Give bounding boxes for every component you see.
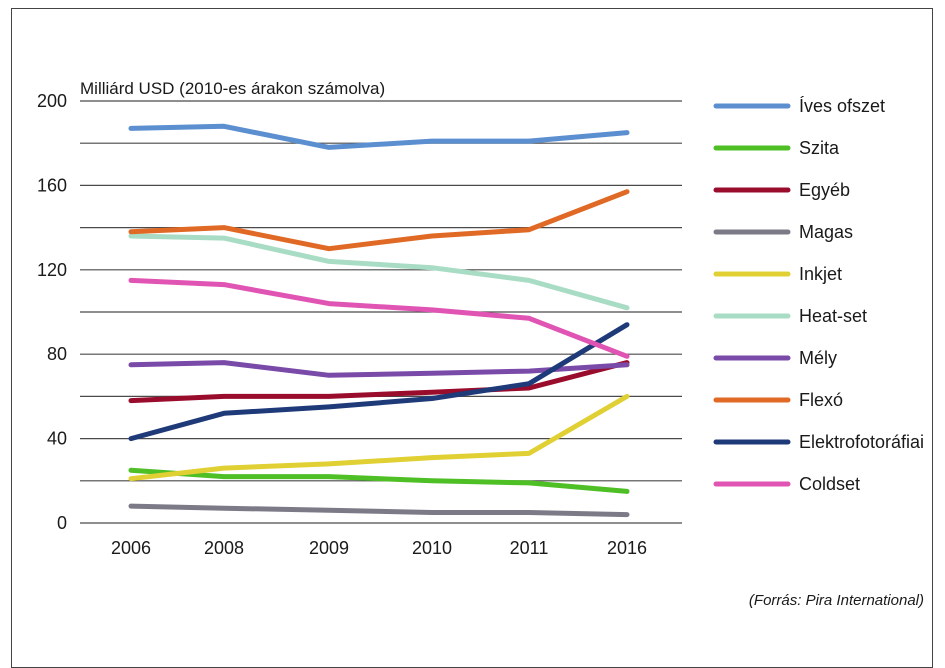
x-tick-label: 2009 bbox=[309, 538, 349, 558]
series-line-3 bbox=[128, 503, 630, 518]
x-tick-label: 2011 bbox=[510, 538, 549, 558]
y-tick-label: 40 bbox=[47, 429, 67, 449]
y-tick-label: 160 bbox=[37, 175, 67, 195]
legend-label: Szita bbox=[799, 138, 840, 158]
y-axis-label: Milliárd USD (2010-es árakon számolva) bbox=[80, 79, 385, 98]
y-tick-label: 200 bbox=[37, 91, 67, 111]
x-axis-ticks: 2006 2008 2009 2010 2011 2016 bbox=[111, 538, 647, 558]
legend-label: Flexó bbox=[799, 390, 843, 410]
x-tick-label: 2006 bbox=[111, 538, 151, 558]
source-note: (Forrás: Pira International) bbox=[749, 592, 924, 609]
series-line-0 bbox=[128, 123, 630, 150]
line-chart: Milliárd USD (2010-es árakon számolva) 0… bbox=[37, 79, 924, 609]
legend-label: Magas bbox=[799, 222, 853, 242]
legend-label: Egyéb bbox=[799, 180, 850, 200]
y-axis-ticks: 0 40 80 120 160 200 bbox=[37, 91, 67, 533]
series-line-6 bbox=[128, 360, 630, 378]
series-line-2 bbox=[128, 360, 630, 404]
series-line-9 bbox=[128, 277, 630, 359]
series-line-4 bbox=[128, 393, 630, 482]
legend-label: Mély bbox=[799, 348, 837, 368]
legend-label: Coldset bbox=[799, 474, 860, 494]
x-tick-label: 2008 bbox=[204, 538, 244, 558]
series-line-1 bbox=[128, 467, 630, 494]
series-line-7 bbox=[128, 189, 630, 252]
legend-label: Heat-set bbox=[799, 306, 867, 326]
legend-label: Íves ofszet bbox=[799, 96, 885, 116]
series-lines bbox=[128, 123, 630, 518]
legend: Íves ofszet Szita Egyéb Magas Inkjet Heat-set… bbox=[713, 96, 924, 494]
legend-label: Elektrofotoráfiai bbox=[799, 432, 924, 452]
y-tick-label: 0 bbox=[57, 513, 67, 533]
x-tick-label: 2010 bbox=[412, 538, 452, 558]
legend-label: Inkjet bbox=[799, 264, 842, 284]
series-line-8 bbox=[128, 322, 630, 442]
series-line-5 bbox=[128, 233, 630, 311]
y-tick-label: 120 bbox=[37, 260, 67, 280]
y-tick-label: 80 bbox=[47, 344, 67, 364]
x-tick-label: 2016 bbox=[607, 538, 647, 558]
